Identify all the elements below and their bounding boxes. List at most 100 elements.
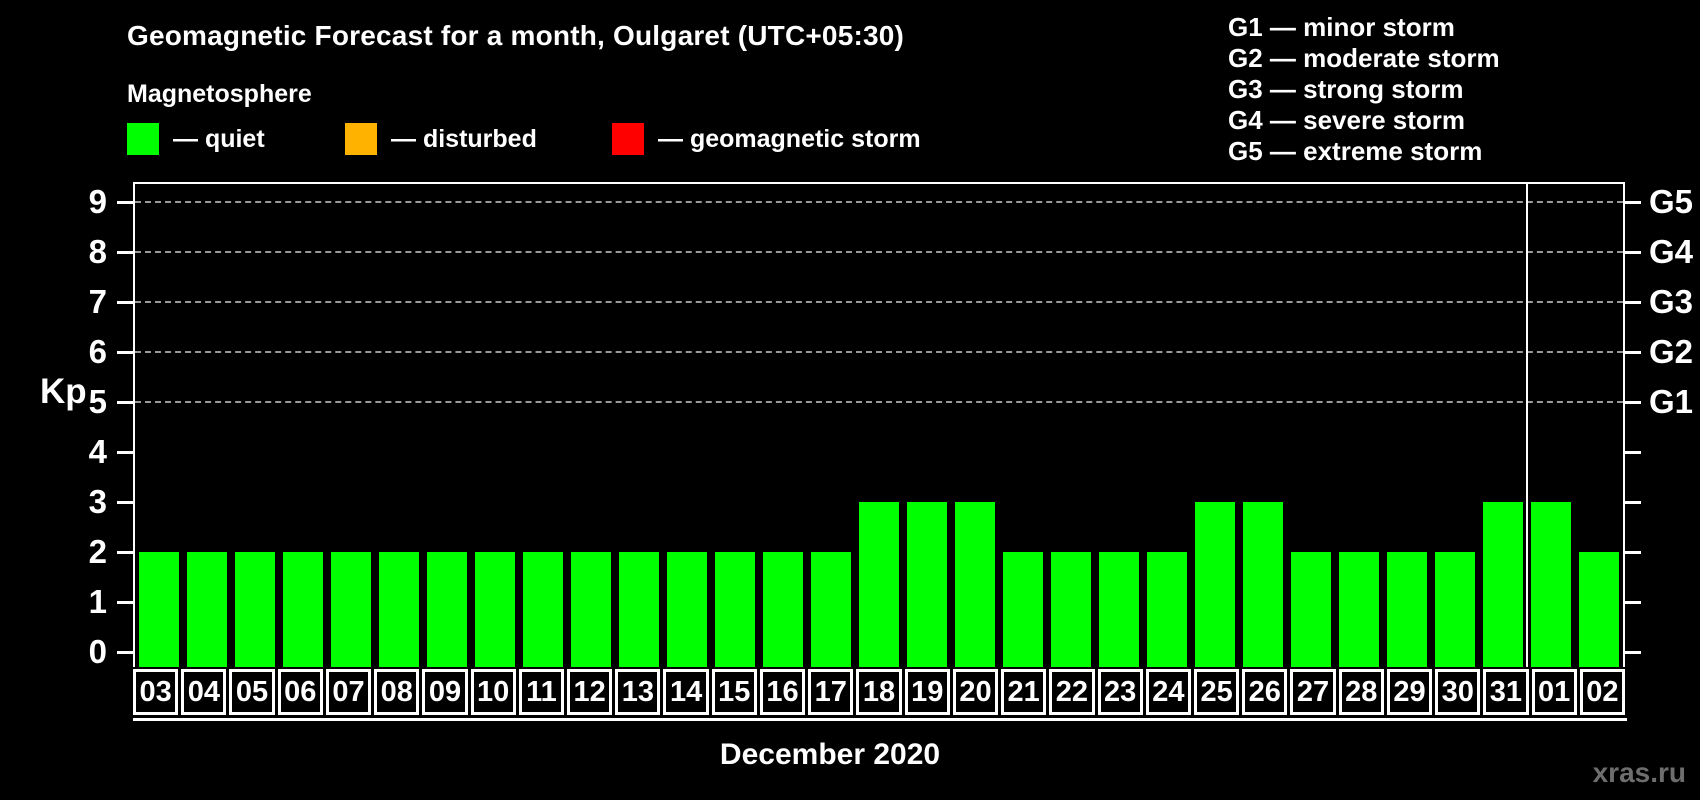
- bar-day-22: [1051, 552, 1091, 667]
- y-tick-right-4: [1625, 451, 1641, 454]
- y-tick-left-7: [117, 301, 133, 304]
- gridline-kp-8: [135, 251, 1623, 253]
- chart-title: Geomagnetic Forecast for a month, Oulgar…: [127, 20, 905, 51]
- geomagnetic-storm-color-swatch: [612, 123, 644, 155]
- legend-label: — disturbed: [391, 124, 537, 153]
- day-label-05: 05: [229, 669, 275, 715]
- day-label-06: 06: [277, 669, 323, 715]
- legend-item-quiet: — quiet: [127, 122, 265, 156]
- bar-day-30: [1435, 552, 1475, 667]
- g-scale-label-g4: G4: [1649, 233, 1694, 270]
- y-tick-right-1: [1625, 601, 1641, 604]
- day-label-22: 22: [1049, 669, 1095, 715]
- bar-day-26: [1243, 502, 1283, 667]
- bar-day-21: [1003, 552, 1043, 667]
- g-scale-label-g3: G3: [1649, 283, 1694, 320]
- legend-item-geomagnetic-storm: — geomagnetic storm: [612, 122, 921, 156]
- bar-day-03: [139, 552, 179, 667]
- bar-day-16: [763, 552, 803, 667]
- day-label-20: 20: [952, 669, 999, 715]
- y-tick-left-9: [117, 201, 133, 204]
- y-tick-label-7: 7: [88, 283, 107, 320]
- day-label-28: 28: [1338, 669, 1384, 715]
- day-label-12: 12: [567, 669, 613, 715]
- y-tick-left-1: [117, 601, 133, 604]
- bar-day-06: [283, 552, 323, 667]
- chart-subtitle: Magnetosphere: [127, 80, 312, 108]
- day-label-16: 16: [759, 669, 806, 715]
- y-tick-right-8: [1625, 251, 1641, 254]
- bar-day-12: [571, 552, 611, 667]
- bar-day-23: [1099, 552, 1139, 667]
- y-tick-label-6: 6: [88, 333, 107, 370]
- day-label-02: 02: [1579, 669, 1625, 715]
- y-tick-label-5: 5: [88, 383, 107, 420]
- quiet-color-swatch: [127, 123, 159, 155]
- bar-day-09: [427, 552, 467, 667]
- storm-scale-g5: G5 — extreme storm: [1228, 136, 1483, 166]
- storm-scale-g1: G1 — minor storm: [1228, 12, 1455, 42]
- x-axis-title: December 2020: [719, 738, 941, 771]
- gridline-kp-5: [135, 401, 1623, 403]
- day-label-14: 14: [663, 669, 709, 715]
- x-axis-day-labels: 03 04 05 06 07 08 09 10 11 12 13 14 15 16 17 18 19 20 21 22…: [133, 669, 1625, 715]
- y-tick-right-9: [1625, 201, 1641, 204]
- y-tick-label-3: 3: [88, 483, 107, 520]
- y-tick-left-3: [117, 501, 133, 504]
- storm-scale-g3: G3 — strong storm: [1228, 74, 1464, 104]
- day-label-31: 31: [1483, 669, 1529, 715]
- day-label-23: 23: [1097, 669, 1143, 715]
- storm-scale-g2: G2 — moderate storm: [1228, 43, 1500, 73]
- g-scale-label-g2: G2: [1649, 333, 1694, 370]
- bar-day-29: [1387, 552, 1427, 667]
- day-label-17: 17: [808, 669, 854, 715]
- bar-day-15: [715, 552, 755, 667]
- g-scale-label-g5: G5: [1649, 183, 1694, 220]
- day-label-08: 08: [374, 669, 420, 715]
- y-tick-label-1: 1: [88, 583, 107, 620]
- y-tick-label-2: 2: [88, 533, 107, 570]
- day-label-30: 30: [1435, 669, 1481, 715]
- bar-day-01: [1531, 502, 1571, 667]
- day-label-10: 10: [470, 669, 516, 715]
- bar-day-25: [1195, 502, 1235, 667]
- bar-day-08: [379, 552, 419, 667]
- month-separator-line: [1526, 184, 1528, 667]
- y-tick-right-3: [1625, 501, 1641, 504]
- y-tick-left-0: [117, 651, 133, 654]
- y-tick-right-5: [1625, 401, 1641, 404]
- bar-day-11: [523, 552, 563, 667]
- day-label-15: 15: [711, 669, 757, 715]
- bar-day-19: [907, 502, 947, 667]
- y-tick-right-2: [1625, 551, 1641, 554]
- y-tick-label-0: 0: [88, 633, 107, 670]
- y-axis-title: Kp: [40, 372, 87, 411]
- gridline-kp-9: [135, 201, 1623, 203]
- y-tick-right-6: [1625, 351, 1641, 354]
- legend-label: — quiet: [173, 124, 265, 153]
- bar-day-17: [811, 552, 851, 667]
- y-tick-left-2: [117, 551, 133, 554]
- bar-day-10: [475, 552, 515, 667]
- y-tick-label-8: 8: [88, 233, 107, 270]
- legend-item-disturbed: — disturbed: [345, 122, 537, 156]
- storm-scale-g4: G4 — severe storm: [1228, 105, 1466, 135]
- storm-scale-legend: G1 — minor storm G2 — moderate storm G3 …: [1228, 12, 1500, 167]
- day-label-18: 18: [856, 669, 902, 715]
- legend-label: — geomagnetic storm: [658, 124, 921, 153]
- axis-base-line: [133, 718, 1627, 721]
- day-label-25: 25: [1193, 669, 1240, 715]
- day-label-09: 09: [422, 669, 468, 715]
- bar-day-13: [619, 552, 659, 667]
- bar-day-18: [859, 502, 899, 667]
- bar-day-14: [667, 552, 707, 667]
- y-tick-left-5: [117, 401, 133, 404]
- day-label-03: 03: [133, 669, 179, 715]
- gridline-kp-6: [135, 351, 1623, 353]
- disturbed-color-swatch: [345, 123, 377, 155]
- bar-day-04: [187, 552, 227, 667]
- y-tick-left-4: [117, 451, 133, 454]
- g-scale-label-g1: G1: [1649, 383, 1694, 420]
- bar-day-24: [1147, 552, 1187, 667]
- bar-day-02: [1579, 552, 1619, 667]
